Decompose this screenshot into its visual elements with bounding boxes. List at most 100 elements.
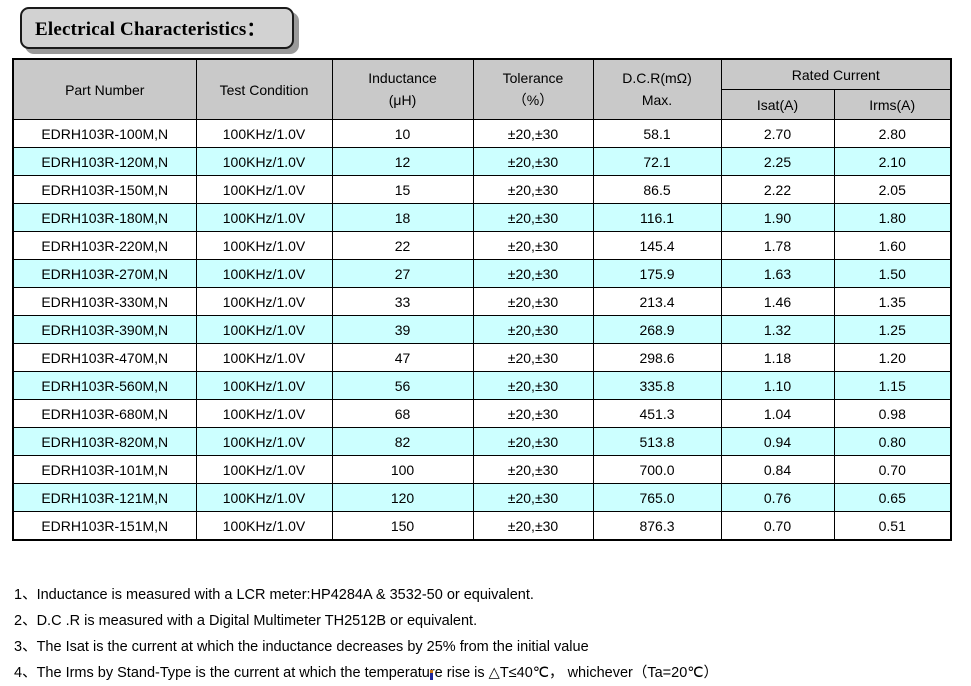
table-cell: 100KHz/1.0V: [195, 511, 333, 541]
table-cell: 2.70: [720, 119, 835, 148]
footnote-2: 2、D.C .R is measured with a Digital Mult…: [14, 613, 478, 629]
table-cell: 1.25: [833, 315, 952, 344]
table-cell: EDRH103R-820M,N: [12, 427, 197, 456]
table-cell: ±20,±30: [472, 147, 594, 176]
table-cell: 0.51: [833, 511, 952, 541]
table-cell: EDRH103R-330M,N: [12, 287, 197, 316]
table-cell: 33: [331, 287, 474, 316]
table-cell: ±20,±30: [472, 343, 594, 372]
table-cell: 120: [331, 483, 474, 512]
table-cell: 100KHz/1.0V: [195, 427, 333, 456]
table-row: EDRH103R-560M,N 100KHz/1.0V 56 ±20,±30 335.8…: [12, 371, 952, 400]
table-cell: 2.10: [833, 147, 952, 176]
table-cell: 175.9: [592, 259, 722, 288]
table-row: EDRH103R-150M,N 100KHz/1.0V 15 ±20,±30 86.5 2…: [12, 175, 952, 204]
table-cell: 145.4: [592, 231, 722, 260]
table-row: EDRH103R-390M,N 100KHz/1.0V 39 ±20,±30 268.9…: [12, 315, 952, 344]
table-cell: 2.25: [720, 147, 835, 176]
table-cell: 100KHz/1.0V: [195, 119, 333, 148]
table-cell: 58.1: [592, 119, 722, 148]
table-cell: 12: [331, 147, 474, 176]
table-cell: ±20,±30: [472, 315, 594, 344]
table-cell: 100KHz/1.0V: [195, 343, 333, 372]
table-row: EDRH103R-100M,N 100KHz/1.0V 10 ±20,±30 58.1 2…: [12, 119, 952, 148]
table-cell: EDRH103R-470M,N: [12, 343, 197, 372]
table-cell: 1.80: [833, 203, 952, 232]
table-cell: ±20,±30: [472, 455, 594, 484]
table-row: EDRH103R-180M,N 100KHz/1.0V 18 ±20,±30 116.1…: [12, 203, 952, 232]
table-row: EDRH103R-680M,N 100KHz/1.0V 68 ±20,±30 451.3…: [12, 399, 952, 428]
table-row: EDRH103R-101M,N 100KHz/1.0V 100 ±20,±30 700.…: [12, 455, 952, 484]
table-cell: 513.8: [592, 427, 722, 456]
table-cell: 1.10: [720, 371, 835, 400]
table-cell: EDRH103R-560M,N: [12, 371, 197, 400]
table-cell: 2.05: [833, 175, 952, 204]
table-cell: ±20,±30: [472, 231, 594, 260]
table-cell: 100KHz/1.0V: [195, 231, 333, 260]
table-cell: 765.0: [592, 483, 722, 512]
col-header-irms: Irms(A): [833, 89, 952, 120]
footnote-4: 4、The Irms by Stand-Type is the current …: [14, 665, 719, 681]
footnotes: 1、Inductance is measured with a LCR mete…: [14, 582, 964, 686]
table-cell: 0.84: [720, 455, 835, 484]
table-cell: 700.0: [592, 455, 722, 484]
table-cell: EDRH103R-100M,N: [12, 119, 197, 148]
table-cell: 47: [331, 343, 474, 372]
table-cell: ±20,±30: [472, 483, 594, 512]
table-cell: 0.65: [833, 483, 952, 512]
table-cell: 22: [331, 231, 474, 260]
electrical-characteristics-table: Part Number Test Condition Inductance (μ…: [12, 58, 952, 541]
table-cell: EDRH103R-680M,N: [12, 399, 197, 428]
table-cell: 100KHz/1.0V: [195, 455, 333, 484]
table-cell: 1.18: [720, 343, 835, 372]
col-header-part-number: Part Number: [12, 58, 197, 120]
table-cell: 1.60: [833, 231, 952, 260]
table-cell: ±20,±30: [472, 175, 594, 204]
table-cell: EDRH103R-220M,N: [12, 231, 197, 260]
table-cell: 100KHz/1.0V: [195, 399, 333, 428]
col-header-isat: Isat(A): [720, 89, 835, 120]
table-cell: 0.94: [720, 427, 835, 456]
table-cell: EDRH103R-270M,N: [12, 259, 197, 288]
col-header-tolerance: Tolerance （%）: [472, 58, 594, 120]
table-cell: 1.63: [720, 259, 835, 288]
table-cell: 15: [331, 175, 474, 204]
table-row: EDRH103R-330M,N 100KHz/1.0V 33 ±20,±30 213.4…: [12, 287, 952, 316]
table-cell: 0.70: [720, 511, 835, 541]
table-cell: EDRH103R-180M,N: [12, 203, 197, 232]
table-cell: 56: [331, 371, 474, 400]
table-cell: 1.90: [720, 203, 835, 232]
table-cell: 68: [331, 399, 474, 428]
section-title-text: Electrical Characteristics：: [35, 19, 266, 40]
table-cell: 0.70: [833, 455, 952, 484]
table-cell: ±20,±30: [472, 259, 594, 288]
table-cell: EDRH103R-151M,N: [12, 511, 197, 541]
table-cell: EDRH103R-101M,N: [12, 455, 197, 484]
table-cell: 100KHz/1.0V: [195, 287, 333, 316]
table-cell: 100KHz/1.0V: [195, 315, 333, 344]
table-cell: 18: [331, 203, 474, 232]
table-cell: 100: [331, 455, 474, 484]
table-cell: 100KHz/1.0V: [195, 175, 333, 204]
table-cell: 298.6: [592, 343, 722, 372]
col-header-test-condition: Test Condition: [195, 58, 333, 120]
table-body: EDRH103R-100M,N 100KHz/1.0V 10 ±20,±30 58.1 2…: [12, 119, 952, 541]
table-cell: ±20,±30: [472, 371, 594, 400]
table-cell: 1.32: [720, 315, 835, 344]
table-cell: 1.15: [833, 371, 952, 400]
table-cell: 82: [331, 427, 474, 456]
footnote-1: 1、Inductance is measured with a LCR mete…: [14, 587, 534, 603]
table-cell: 27: [331, 259, 474, 288]
table-cell: 10: [331, 119, 474, 148]
table-cell: EDRH103R-390M,N: [12, 315, 197, 344]
table-row: EDRH103R-220M,N 100KHz/1.0V 22 ±20,±30 145.4…: [12, 231, 952, 260]
table-row: EDRH103R-120M,N 100KHz/1.0V 12 ±20,±30 72.1 2…: [12, 147, 952, 176]
table-cell: 1.20: [833, 343, 952, 372]
stray-pixel-artifact: [430, 670, 433, 680]
table-cell: 451.3: [592, 399, 722, 428]
table-cell: ±20,±30: [472, 203, 594, 232]
table-cell: 1.04: [720, 399, 835, 428]
table-cell: 0.98: [833, 399, 952, 428]
table-cell: 2.80: [833, 119, 952, 148]
